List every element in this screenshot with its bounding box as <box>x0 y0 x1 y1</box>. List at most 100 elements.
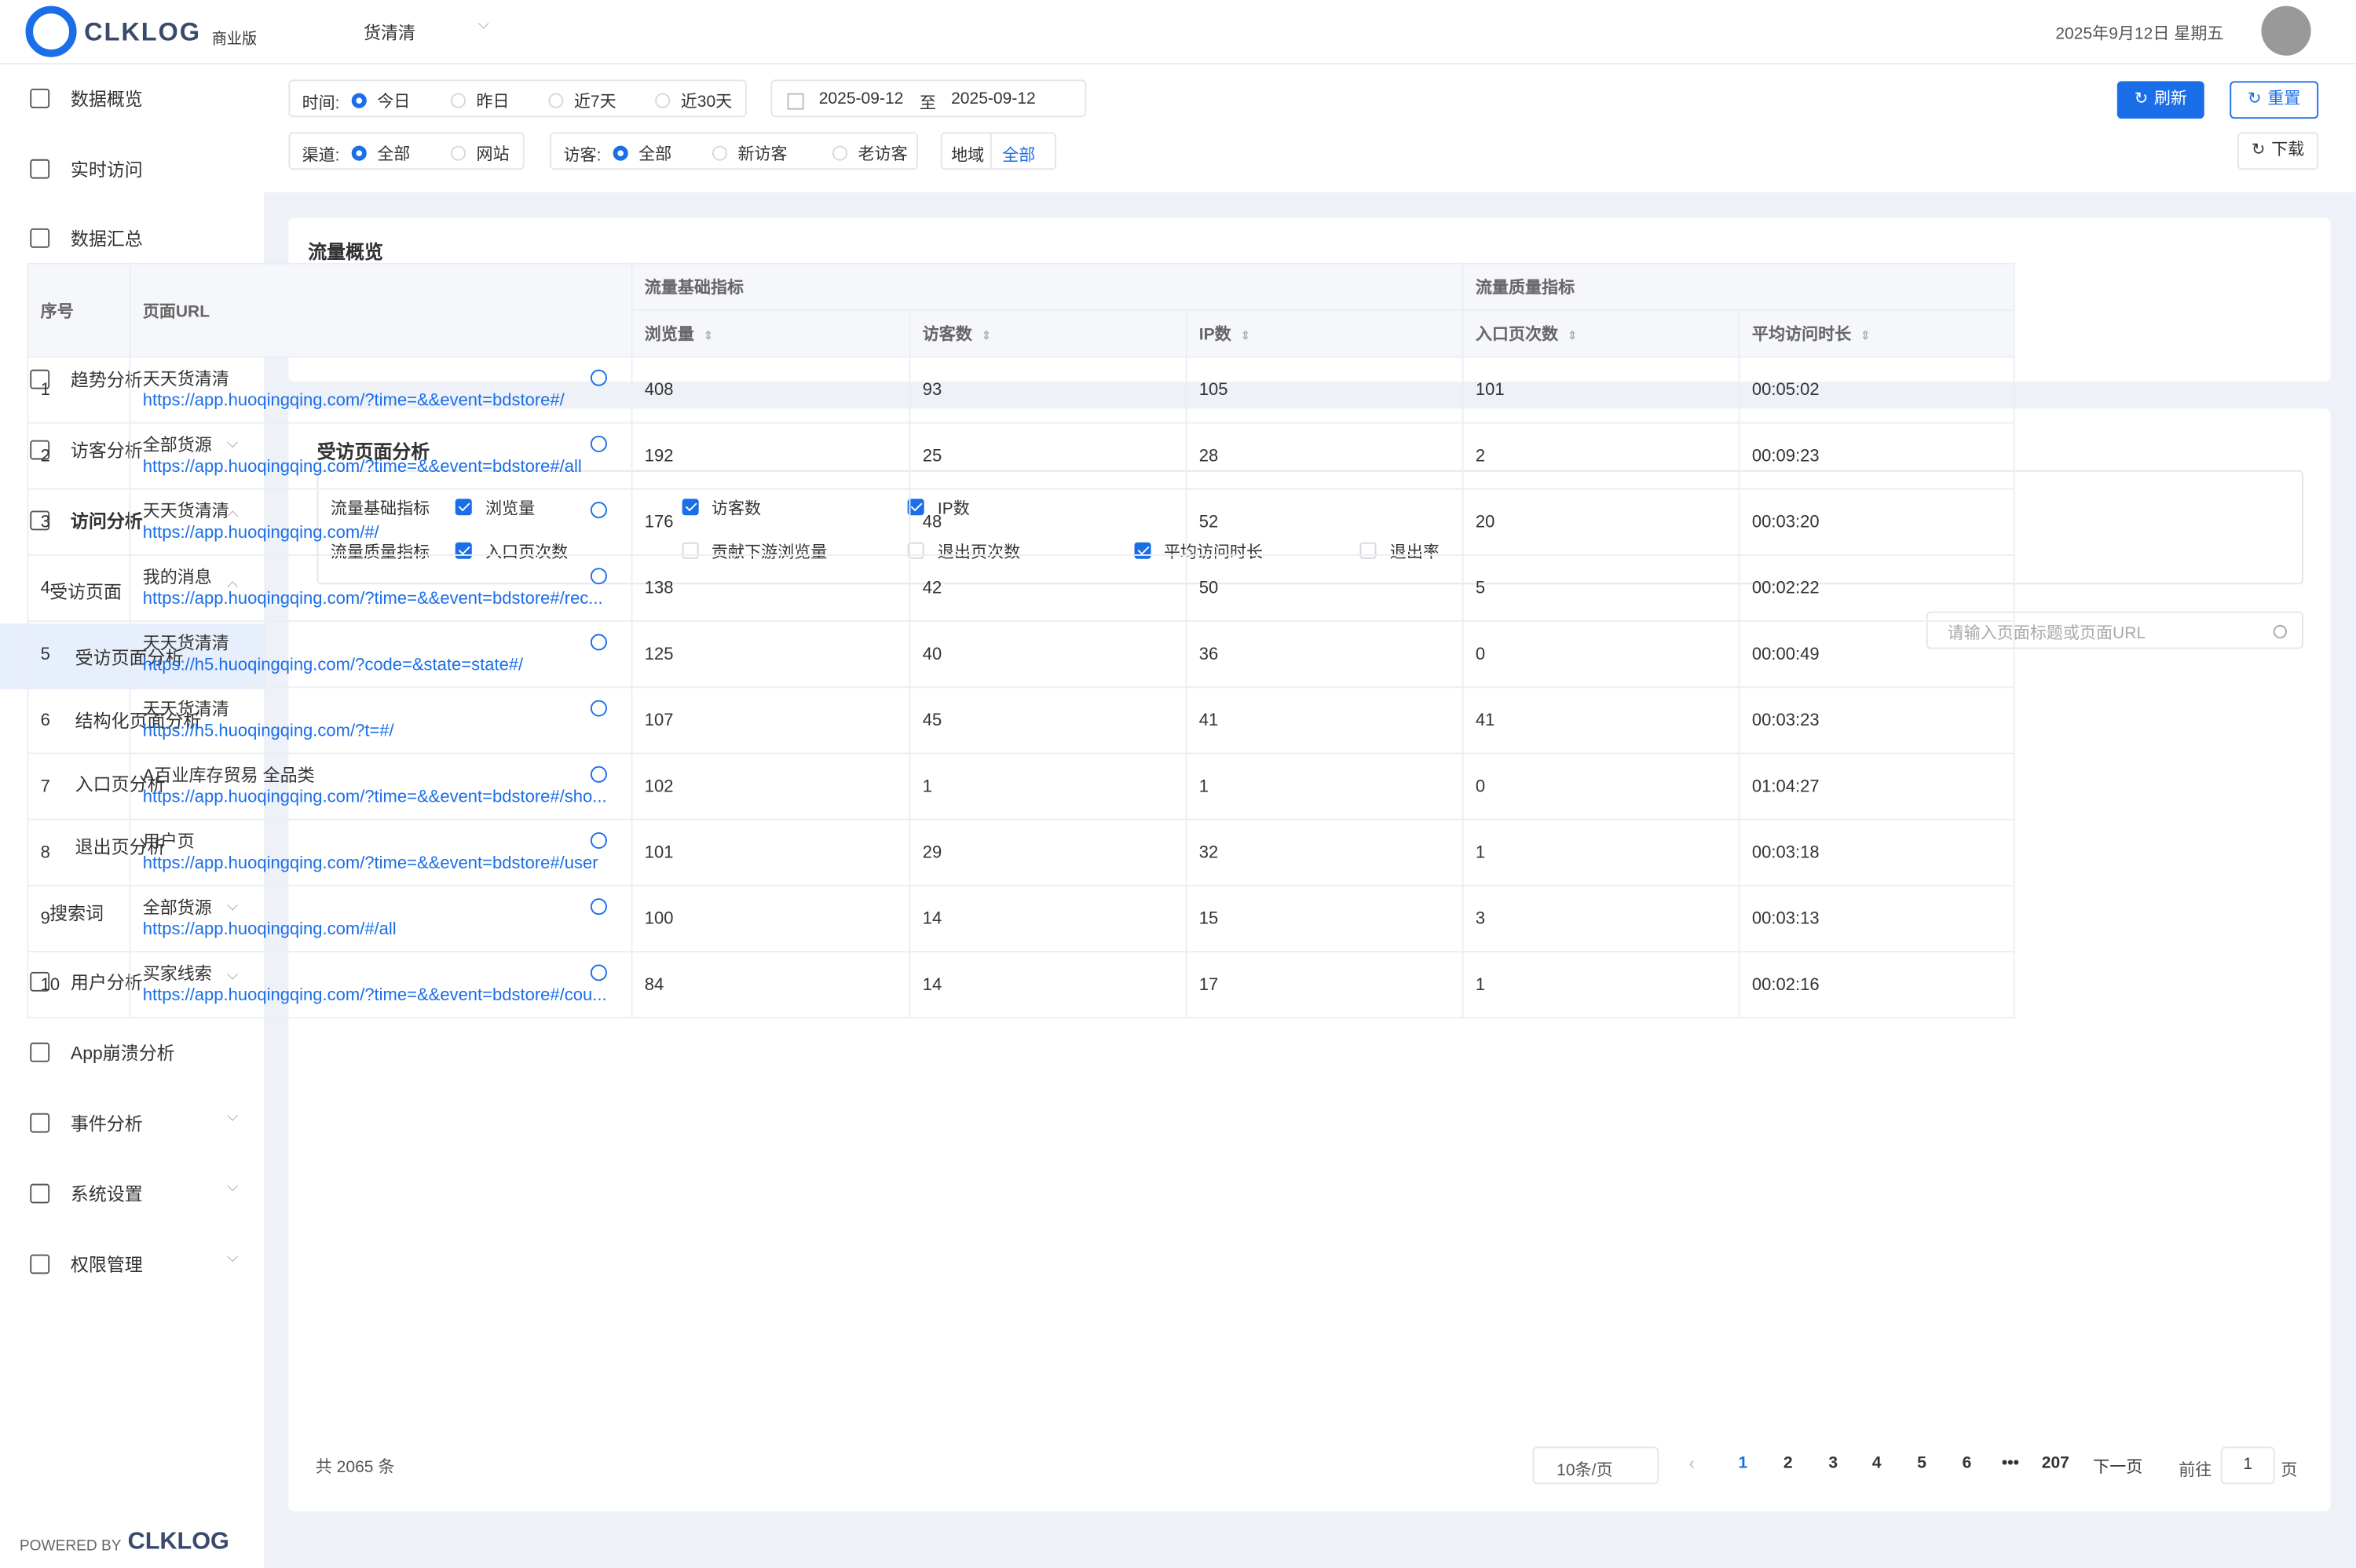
page-size[interactable]: 10条/页 <box>1533 1446 1659 1484</box>
page-url[interactable]: https://app.huoqingqing.com/?time=&&even… <box>143 853 620 874</box>
radio-group: 时间:今日昨日近7天近30天 <box>288 79 747 117</box>
region-select[interactable]: 地域全部 <box>941 132 1056 170</box>
value-cell: 0 <box>1463 754 1740 820</box>
nav-item[interactable]: 实时访问 <box>0 135 265 201</box>
nav-icon <box>30 159 49 179</box>
table-row: 2 全部货源https://app.huoqingqing.com/?time=&… <box>27 423 2014 489</box>
radio-text: 全部 <box>377 146 410 164</box>
project-select[interactable]: 货清清 <box>364 21 415 46</box>
page-title: 全部货源 <box>143 435 620 456</box>
url-cell: 天天货清清https://h5.huoqingqing.com/?code=&s… <box>130 621 631 687</box>
sort-icon: ⇕ <box>1568 329 1578 342</box>
page-number[interactable]: 207 <box>2040 1454 2070 1472</box>
nav-item[interactable]: 权限管理⌵ <box>0 1230 265 1296</box>
column-label: 访客数 <box>923 326 972 344</box>
nav-item[interactable]: 事件分析⌵ <box>0 1089 265 1155</box>
link-icon <box>591 832 607 849</box>
value-cell: 48 <box>909 489 1186 555</box>
column-header[interactable]: 访客数⇕ <box>909 310 1186 356</box>
value-cell: 3 <box>1463 886 1740 952</box>
page-number[interactable]: ••• <box>1996 1454 2025 1472</box>
column-header[interactable]: 入口页次数⇕ <box>1463 310 1740 356</box>
page-url[interactable]: https://app.huoqingqing.com/?time=&&even… <box>143 456 620 477</box>
date-range[interactable]: 2025-09-12至2025-09-12 <box>771 79 1087 117</box>
prev-page[interactable]: ‹ <box>1689 1453 1696 1474</box>
page-number[interactable]: 2 <box>1773 1454 1803 1472</box>
table-row: 3天天货清清https://app.huoqingqing.com/#/1764… <box>27 489 2014 555</box>
value-cell: 52 <box>1187 489 1463 555</box>
table-row: 10买家线索https://app.huoqingqing.com/?time=… <box>27 952 2014 1018</box>
nav-icon <box>30 1113 49 1133</box>
page-url[interactable]: https://app.huoqingqing.com/#/ <box>143 522 620 543</box>
page-number[interactable]: 3 <box>1818 1454 1848 1472</box>
radio-option[interactable]: 近30天 <box>655 89 732 113</box>
nav-item[interactable]: App崩溃分析 <box>0 1018 265 1084</box>
radio-text: 新访客 <box>737 146 787 164</box>
value-cell: 00:02:16 <box>1740 952 2014 1018</box>
page-url[interactable]: https://app.huoqingqing.com/?time=&&even… <box>143 588 620 609</box>
radio-option[interactable]: 老访客 <box>832 141 908 166</box>
logo: CLKLOG <box>84 18 201 48</box>
nav-icon <box>30 1255 49 1274</box>
radio-option[interactable]: 网站 <box>451 141 510 166</box>
index-cell: 9 <box>27 886 130 952</box>
page-number[interactable]: 1 <box>1728 1454 1758 1472</box>
page-number[interactable]: 4 <box>1862 1454 1892 1472</box>
radio-text: 近7天 <box>574 93 616 111</box>
nav-icon <box>30 1184 49 1204</box>
nav-icon <box>30 89 49 108</box>
radio <box>451 146 466 161</box>
next-page[interactable]: 下一页 <box>2093 1454 2142 1478</box>
column-header[interactable]: 浏览量⇕ <box>632 310 910 356</box>
nav-label: 权限管理 <box>71 1252 143 1277</box>
nav-arrow: ⌵ <box>227 1109 239 1125</box>
refresh-button[interactable]: ↻刷新 <box>2117 81 2204 119</box>
value-cell: 20 <box>1463 489 1740 555</box>
goto-input[interactable]: 1 <box>2221 1446 2275 1484</box>
avatar[interactable] <box>2261 6 2310 56</box>
radio-option[interactable]: 今日 <box>352 89 411 113</box>
page-number[interactable]: 6 <box>1952 1454 1981 1472</box>
download-button[interactable]: ↻下载 <box>2237 132 2318 170</box>
column-header[interactable]: IP数⇕ <box>1187 310 1463 356</box>
link-icon <box>591 568 607 584</box>
date-end: 2025-09-12 <box>951 90 1036 108</box>
index-cell: 8 <box>27 820 130 886</box>
nav-item[interactable]: 数据汇总 <box>0 204 265 270</box>
page-size-text: 10条/页 <box>1557 1457 1612 1482</box>
value-cell: 102 <box>632 754 910 820</box>
nav-label: 实时访问 <box>71 156 143 182</box>
page-url[interactable]: https://app.huoqingqing.com/#/all <box>143 919 620 940</box>
radio-text: 近30天 <box>681 93 733 111</box>
page-url[interactable]: https://app.huoqingqing.com/?time=&&even… <box>143 389 620 411</box>
header-row: 序号页面URL流量基础指标流量质量指标 <box>27 264 2014 310</box>
column-label: IP数 <box>1199 326 1231 344</box>
page-url[interactable]: https://h5.huoqingqing.com/?code=&state=… <box>143 654 620 675</box>
value-cell: 93 <box>909 356 1186 422</box>
button-icon: ↻ <box>2135 90 2149 108</box>
total: 共 2065 条 <box>316 1454 395 1478</box>
radio-option[interactable]: 全部 <box>613 141 672 166</box>
page-url[interactable]: https://app.huoqingqing.com/?time=&&even… <box>143 787 620 808</box>
nav-item[interactable]: 数据概览 <box>0 64 265 130</box>
index-cell: 2 <box>27 423 130 489</box>
page-url[interactable]: https://app.huoqingqing.com/?time=&&even… <box>143 985 620 1006</box>
reset-button[interactable]: ↻重置 <box>2230 81 2318 119</box>
value-cell: 105 <box>1187 356 1463 422</box>
radio-option[interactable]: 昨日 <box>451 89 510 113</box>
page-number[interactable]: 5 <box>1907 1454 1937 1472</box>
column-header[interactable]: 平均访问时长⇕ <box>1740 310 2014 356</box>
page-url[interactable]: https://h5.huoqingqing.com/?t=#/ <box>143 720 620 741</box>
table-row: 4我的消息https://app.huoqingqing.com/?time=&… <box>27 555 2014 621</box>
value-cell: 1 <box>1187 754 1463 820</box>
radio-option[interactable]: 近7天 <box>548 89 616 113</box>
nav-item[interactable]: 系统设置⌵ <box>0 1160 265 1226</box>
overview-title: 流量概览 <box>308 236 383 264</box>
link-icon <box>591 700 607 717</box>
value-cell: 45 <box>909 687 1186 753</box>
value-cell: 1 <box>1463 952 1740 1018</box>
radio-option[interactable]: 全部 <box>352 141 411 166</box>
radio-option[interactable]: 新访客 <box>712 141 788 166</box>
table-row: 1天天货清清https://app.huoqingqing.com/?time=… <box>27 356 2014 422</box>
